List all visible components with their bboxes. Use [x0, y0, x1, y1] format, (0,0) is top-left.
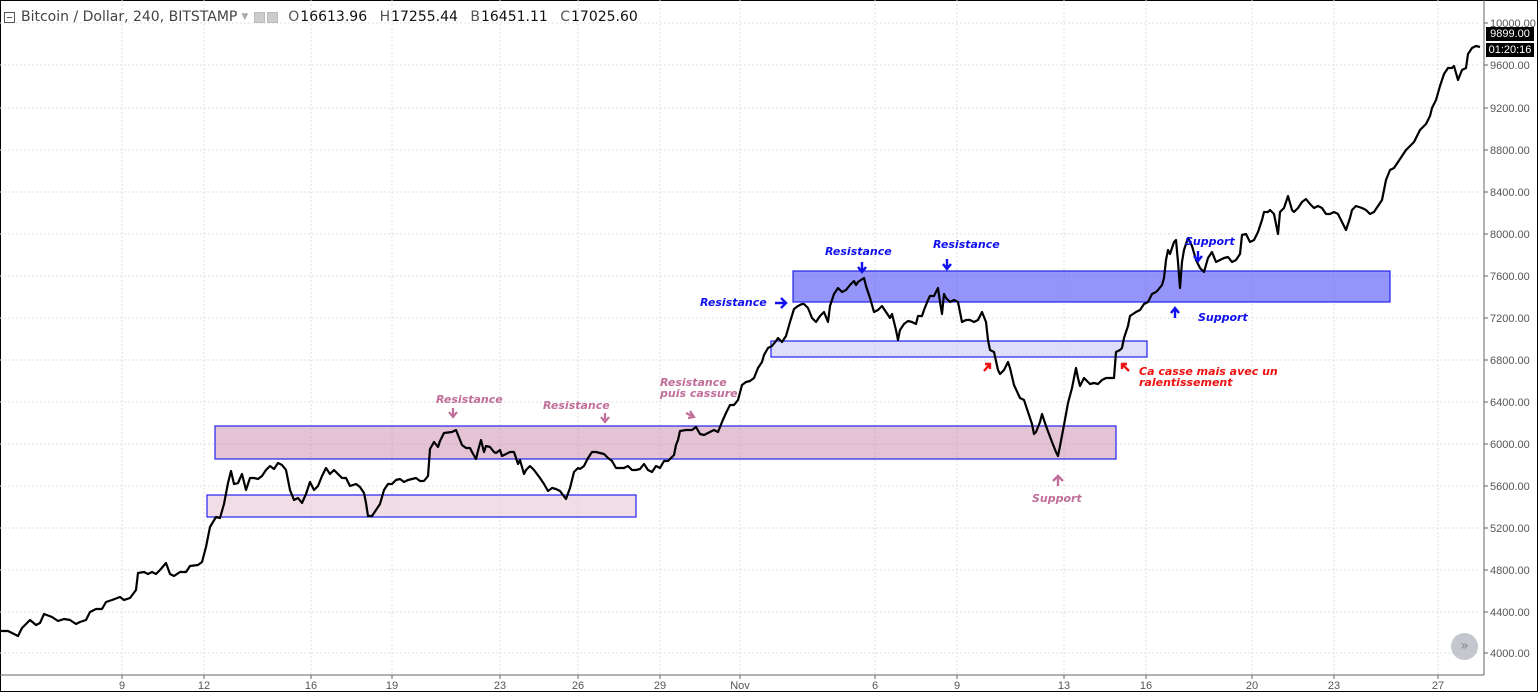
time-tick: 16 [305, 680, 317, 692]
time-tick: 6 [872, 680, 878, 692]
annotation-resistance-2: Resistance [543, 399, 610, 412]
time-tick: 27 [1432, 680, 1444, 692]
time-tick: 19 [386, 680, 398, 692]
price-line [0, 44, 1481, 638]
price-tick: 6000.00 [1490, 439, 1530, 451]
arrow-down-icon [857, 262, 867, 274]
arrow-down-icon [942, 259, 952, 271]
time-tick: 23 [1328, 680, 1340, 692]
arrow-right-icon [775, 297, 788, 309]
pink-resistance-zone[interactable] [214, 425, 1117, 460]
low-label: B [470, 9, 480, 25]
price-tick: 4800.00 [1490, 565, 1530, 577]
pink-light-zone[interactable] [206, 494, 637, 518]
grid [0, 0, 1480, 675]
blue-light-zone[interactable] [770, 340, 1148, 358]
blue-resistance-zone[interactable] [792, 270, 1391, 303]
arrow-up-right-icon [983, 362, 992, 372]
symbol-legend: Bitcoin / Dollar, 240, BITSTAMP ▼ O16613… [4, 6, 646, 28]
annotation-break-1: Ca casse mais avec un [1139, 365, 1278, 378]
minus-square-icon[interactable] [4, 11, 15, 23]
price-tick: 9600.00 [1490, 60, 1530, 72]
time-tick: 13 [1058, 680, 1070, 692]
time-tick: 20 [1246, 680, 1258, 692]
open-value: 16613.96 [300, 9, 368, 25]
annotation-support-top: Support [1185, 235, 1235, 248]
high-value: 17255.44 [391, 9, 458, 25]
time-tick: 12 [198, 680, 210, 692]
price-tick: 4400.00 [1490, 607, 1530, 619]
price-tick: 5200.00 [1490, 523, 1530, 535]
bar-countdown-badge: 01:20:16 [1486, 43, 1534, 57]
last-price-badge: 9899.00 [1486, 27, 1534, 41]
annotation-support-bottom: Support [1198, 311, 1248, 324]
time-tick: 16 [1140, 680, 1152, 692]
time-tick: Nov [730, 680, 750, 692]
ohlc-values: O16613.96 H17255.44 B16451.11 C17025.60 [288, 9, 646, 25]
annotation-resistance-top-1: Resistance [825, 245, 892, 258]
annotation-group: Resistance Resistance Resistance puis ca… [436, 235, 1278, 505]
arrow-down-icon [600, 413, 610, 424]
caret-down-icon[interactable]: ▼ [241, 12, 249, 22]
double-chevron-right-icon: » [1460, 638, 1469, 654]
price-tick: 8000.00 [1490, 229, 1530, 241]
time-tick: 9 [119, 680, 125, 692]
annotation-resistance-top-2: Resistance [933, 238, 1000, 251]
price-tick: 8800.00 [1490, 145, 1530, 157]
arrow-up-left-icon [1120, 362, 1130, 372]
annotation-resistance-left: Resistance [700, 296, 767, 309]
close-value: 17025.60 [571, 9, 638, 25]
annotation-resistance-1: Resistance [436, 393, 503, 406]
symbol-title[interactable]: Bitcoin / Dollar, 240, BITSTAMP [21, 9, 238, 25]
price-tick: 7200.00 [1490, 313, 1530, 325]
price-tick: 6800.00 [1490, 355, 1530, 367]
time-axis[interactable]: 9 12 16 19 23 26 29 Nov 6 9 13 16 20 23 … [119, 675, 1444, 692]
annotation-support-pink: Support [1032, 492, 1082, 505]
annotation-break-2: ralentissement [1139, 376, 1233, 389]
arrow-down-icon [1193, 251, 1203, 263]
time-tick: 9 [954, 680, 960, 692]
price-tick: 8400.00 [1490, 187, 1530, 199]
open-label: O [288, 9, 300, 25]
price-axis[interactable]: 10000.00 9600.00 9200.00 8800.00 8400.00… [1484, 18, 1536, 660]
visibility-icon[interactable] [254, 11, 266, 23]
price-tick: 9200.00 [1490, 103, 1530, 115]
arrow-down-icon [448, 408, 458, 419]
low-value: 16451.11 [480, 9, 548, 25]
time-tick: 23 [494, 680, 506, 692]
time-tick: 26 [572, 680, 584, 692]
arrow-up-icon [1052, 474, 1064, 486]
time-tick: 29 [654, 680, 666, 692]
arrow-up-icon [1170, 306, 1180, 318]
arrow-down-right-icon [685, 410, 696, 420]
price-tick: 5600.00 [1490, 481, 1530, 493]
price-tick: 7600.00 [1490, 271, 1530, 283]
price-tick: 6400.00 [1490, 397, 1530, 409]
close-label: C [560, 9, 571, 25]
scroll-to-realtime-button[interactable]: » [1451, 633, 1478, 660]
high-label: H [379, 9, 391, 25]
annotation-resistance-breakout-2: puis cassure [659, 387, 738, 400]
price-tick: 4000.00 [1490, 648, 1530, 660]
gear-icon[interactable] [267, 11, 279, 23]
annotation-resistance-breakout-1: Resistance [660, 376, 727, 389]
